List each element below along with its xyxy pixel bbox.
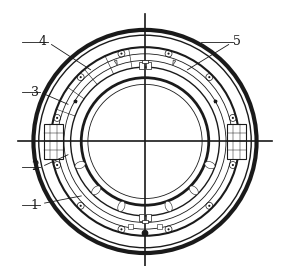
Circle shape (232, 117, 234, 119)
Bar (142, 60, 148, 63)
Wedge shape (114, 60, 117, 65)
Bar (44, 124, 63, 159)
Bar (146, 214, 151, 221)
Bar (142, 219, 148, 223)
Circle shape (142, 230, 148, 236)
Circle shape (208, 76, 210, 78)
Circle shape (56, 164, 58, 166)
Text: 5: 5 (233, 35, 241, 48)
Ellipse shape (165, 201, 172, 211)
Circle shape (232, 164, 234, 166)
Ellipse shape (92, 186, 101, 195)
Circle shape (168, 228, 170, 230)
Bar (157, 224, 162, 229)
Circle shape (168, 53, 170, 55)
Bar (227, 124, 246, 159)
Bar (128, 224, 133, 229)
Text: 1: 1 (31, 199, 39, 212)
Text: 2: 2 (31, 160, 39, 173)
Ellipse shape (118, 201, 125, 211)
Text: 3: 3 (31, 86, 39, 99)
Text: 4: 4 (39, 35, 47, 48)
Ellipse shape (189, 186, 198, 195)
Wedge shape (173, 60, 176, 65)
Circle shape (80, 76, 82, 78)
Circle shape (120, 53, 122, 55)
Bar (139, 62, 144, 69)
Ellipse shape (205, 162, 215, 169)
Ellipse shape (75, 162, 85, 169)
Circle shape (80, 205, 82, 207)
Bar (139, 214, 144, 221)
Circle shape (56, 117, 58, 119)
Circle shape (208, 205, 210, 207)
Bar (146, 62, 151, 69)
Circle shape (120, 228, 122, 230)
